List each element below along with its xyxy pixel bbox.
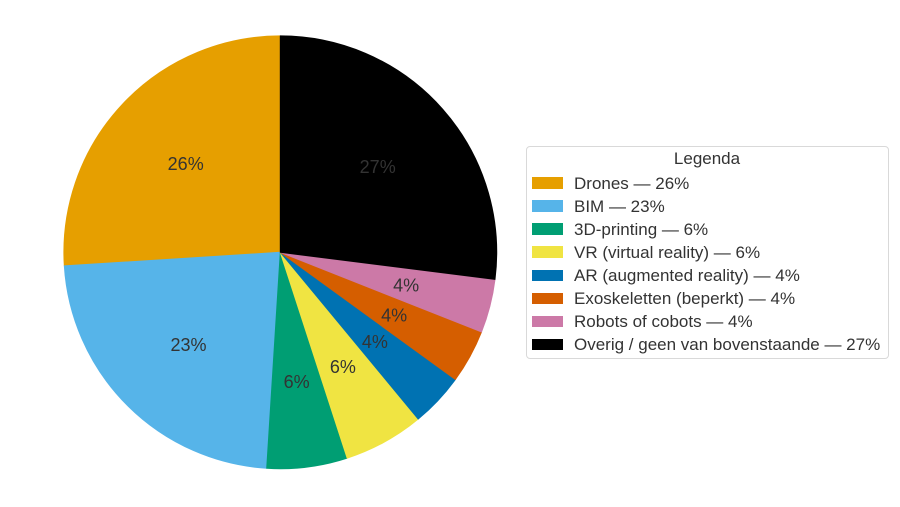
svg-text:6%: 6% [330, 357, 356, 377]
svg-text:4%: 4% [381, 306, 407, 326]
svg-text:23%: 23% [170, 335, 206, 355]
svg-text:4%: 4% [393, 275, 419, 295]
svg-text:4%: 4% [362, 332, 388, 352]
svg-text:27%: 27% [360, 157, 396, 177]
svg-text:6%: 6% [284, 372, 310, 392]
svg-text:26%: 26% [168, 154, 204, 174]
